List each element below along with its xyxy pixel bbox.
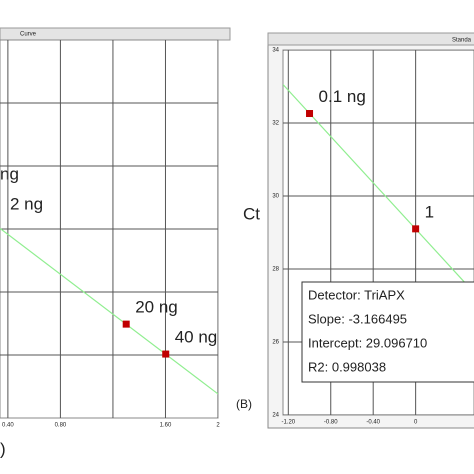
legend-entry: R2: 0.998038 [308,359,386,374]
annotation: ng [0,164,19,183]
plot [0,40,218,418]
annotation: 2 ng [10,194,43,213]
x-tick-label: 0.40 [2,423,14,429]
point [306,110,314,118]
x-tick-label: 0 [414,420,418,426]
y-tick-label: 28 [272,267,279,273]
y-tick-label: 24 [272,413,279,419]
panel-label: ) [0,439,6,458]
legend-entry: Slope: -3.166495 [308,311,407,326]
y-tick-label: 30 [272,194,279,200]
x-tick-label: -1.20 [281,420,295,426]
legend-entry: Detector: TriAPX [308,287,405,302]
fit-line [0,227,218,395]
legend-entry: Intercept: 29.096710 [308,335,427,350]
x-tick-label: 1.60 [160,423,172,429]
y-tick-label: 26 [272,340,279,346]
legend-box [301,281,474,383]
x-tick-label: -0.80 [324,420,338,426]
point-label: 1 [425,202,434,221]
chart-title: Curve [20,32,37,38]
x-tick-label: 0.80 [55,423,67,429]
x-tick-label: 2 [216,423,220,429]
y-tick-label: 32 [272,121,279,127]
point [162,350,170,358]
fit-line [283,84,474,293]
y-tick-label: 34 [272,48,279,54]
panel-label: (B) [236,397,252,411]
point [412,225,420,233]
chart-title: Standa [452,38,472,44]
point-label: 40 ng [175,328,218,347]
x-tick-label: -0.40 [366,420,380,426]
point-label: 20 ng [135,298,178,317]
point [122,320,130,328]
y-axis-label: Ct [243,204,260,223]
point-label: 0.1 ng [319,87,366,106]
title-bar [267,32,474,46]
